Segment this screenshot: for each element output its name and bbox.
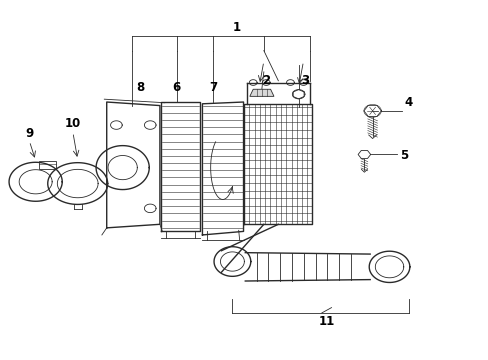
Text: 6: 6 bbox=[172, 81, 181, 94]
Text: 9: 9 bbox=[25, 127, 33, 140]
Text: 7: 7 bbox=[208, 81, 217, 94]
Text: 4: 4 bbox=[404, 95, 412, 108]
Text: 1: 1 bbox=[233, 21, 241, 34]
Text: 2: 2 bbox=[262, 74, 270, 87]
Text: 3: 3 bbox=[300, 74, 308, 87]
Text: 5: 5 bbox=[399, 149, 407, 162]
Text: 10: 10 bbox=[64, 117, 81, 130]
Text: 8: 8 bbox=[136, 81, 144, 94]
Text: 11: 11 bbox=[318, 315, 334, 328]
Polygon shape bbox=[249, 89, 273, 96]
FancyBboxPatch shape bbox=[39, 161, 56, 168]
